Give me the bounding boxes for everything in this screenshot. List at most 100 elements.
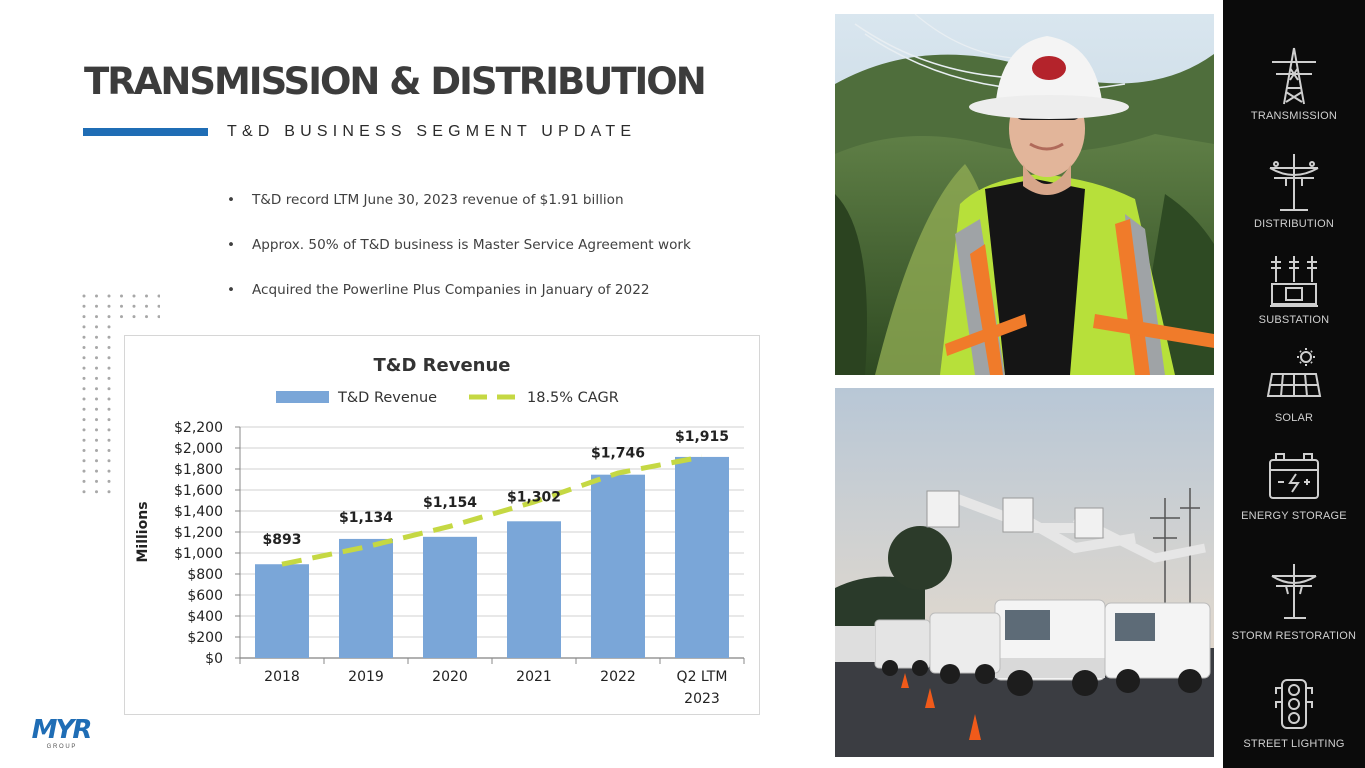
- decorative-dot: [145, 304, 148, 308]
- bullet-text: T&D record LTM June 30, 2023 revenue of …: [252, 192, 624, 208]
- x-tick-label: 2019: [348, 669, 384, 685]
- revenue-bar: [339, 538, 393, 658]
- revenue-bar: [675, 456, 729, 658]
- substation-icon: [1270, 256, 1318, 307]
- decorative-dot: [82, 315, 86, 319]
- decorative-dot: [107, 469, 111, 473]
- decorative-dot: [82, 335, 86, 339]
- solar-panel-icon: [1266, 348, 1322, 397]
- bar-layer: [255, 456, 729, 658]
- transmission-tower-icon: [1272, 47, 1316, 105]
- decorative-dot: [82, 407, 86, 411]
- revenue-bar: [423, 536, 477, 658]
- sidebar-item-label: SOLAR: [1274, 412, 1314, 424]
- sidebar-item-storm-restoration[interactable]: STORM RESTORATION: [1223, 562, 1365, 643]
- decorative-dot: [82, 449, 86, 452]
- data-label: $1,154: [423, 495, 477, 511]
- revenue-chart: T&D Revenue T&D Revenue 18.5% CAGR Milli…: [124, 335, 760, 715]
- sidebar-item-distribution[interactable]: DISTRIBUTION: [1223, 152, 1365, 231]
- revenue-bar: [255, 564, 309, 658]
- decorative-dot: [107, 366, 111, 370]
- decorative-dot-grid: [82, 294, 160, 494]
- bullet-text: Approx. 50% of T&D business is Master Se…: [252, 237, 691, 253]
- legend-line-label: 18.5% CAGR: [527, 390, 619, 406]
- decorative-dot: [107, 294, 111, 298]
- sidebar-item-solar[interactable]: SOLAR: [1223, 348, 1365, 425]
- decorative-dot: [95, 418, 98, 422]
- page-title: TRANSMISSION & DISTRIBUTION: [84, 60, 707, 103]
- y-tick-label: $1,000: [174, 546, 223, 562]
- revenue-bar: [507, 521, 561, 658]
- decorative-dot: [95, 325, 98, 329]
- decorative-dot: [95, 346, 98, 349]
- decorative-dot: [95, 397, 98, 401]
- sidebar-item-energy-storage[interactable]: ENERGY STORAGE: [1223, 452, 1365, 523]
- battery-icon: [1269, 453, 1319, 499]
- decorative-dot: [95, 294, 98, 298]
- decorative-dot: [107, 438, 111, 442]
- bucket-trucks-photo-icon: [835, 388, 1214, 757]
- decorative-dot: [82, 304, 86, 308]
- grid-layer: [235, 426, 745, 664]
- decorative-dot: [107, 376, 111, 380]
- decorative-dot: [82, 376, 86, 380]
- decorative-dot: [82, 438, 86, 442]
- legend-bar-label: T&D Revenue: [337, 390, 437, 406]
- y-tick-label: $2,000: [174, 441, 223, 457]
- utility-pole-icon: [1269, 154, 1319, 211]
- y-tick-label: $1,800: [174, 462, 223, 478]
- decorative-dot: [95, 459, 98, 463]
- sidebar-item-label: TRANSMISSION: [1250, 110, 1338, 122]
- decorative-dot: [157, 294, 160, 298]
- decorative-dot: [95, 479, 98, 483]
- y-axis-label: Millions: [135, 501, 151, 562]
- y-tick-label: $2,200: [174, 420, 223, 436]
- bullet-item: • T&D record LTM June 30, 2023 revenue of…: [227, 192, 624, 208]
- data-label: $893: [263, 532, 302, 548]
- logo-subtext: G R O U P: [47, 744, 76, 750]
- cagr-line-layer: [281, 454, 703, 567]
- decorative-dot: [107, 356, 111, 360]
- page-subtitle: T&D BUSINESS SEGMENT UPDATE: [227, 123, 637, 140]
- decorative-dot: [107, 418, 111, 422]
- cagr-line: [281, 454, 703, 567]
- decorative-dot: [107, 407, 111, 411]
- decorative-dot: [82, 346, 86, 349]
- data-label: $1,746: [591, 446, 645, 462]
- decorative-dot: [107, 325, 111, 329]
- sidebar-item-street-lighting[interactable]: STREET LIGHTING: [1223, 678, 1365, 751]
- decorative-dot: [82, 397, 86, 401]
- decorative-dot: [95, 428, 98, 432]
- decorative-dot: [107, 490, 111, 494]
- decorative-dot: [82, 490, 86, 494]
- sidebar-item-label: STORM RESTORATION: [1231, 630, 1357, 642]
- decorative-dot: [95, 366, 98, 370]
- chart-title: T&D Revenue: [373, 355, 510, 376]
- x-tick-label: 2018: [264, 669, 300, 685]
- decorative-dot: [82, 469, 86, 473]
- data-label: $1,134: [339, 510, 393, 526]
- x-tick-label: Q2 LTM 2023: [677, 669, 728, 707]
- decorative-dot: [82, 479, 86, 483]
- decorative-dot: [82, 459, 86, 463]
- bucket-trucks-photo: [835, 388, 1214, 757]
- decorative-dot: [95, 490, 98, 494]
- decorative-dot: [82, 428, 86, 432]
- sidebar-item-label: STREET LIGHTING: [1243, 738, 1345, 750]
- decorative-dot: [95, 315, 98, 319]
- revenue-bar: [591, 474, 645, 658]
- decorative-dot: [107, 397, 111, 401]
- decorative-dot: [95, 356, 98, 360]
- decorative-dot: [95, 469, 98, 473]
- sidebar-item-label: ENERGY STORAGE: [1241, 510, 1347, 522]
- decorative-dot: [95, 304, 98, 308]
- sidebar-item-substation[interactable]: SUBSTATION: [1223, 254, 1365, 327]
- lineworker-photo-icon: [835, 14, 1214, 375]
- y-tick-label: $200: [187, 630, 223, 646]
- decorative-dot: [107, 315, 111, 319]
- y-tick-label: $1,200: [174, 525, 223, 541]
- sidebar-item-transmission[interactable]: TRANSMISSION: [1223, 46, 1365, 123]
- y-tick-label: $400: [187, 609, 223, 625]
- bullet-list: • T&D record LTM June 30, 2023 revenue of…: [227, 191, 691, 326]
- decorative-dot: [132, 294, 136, 298]
